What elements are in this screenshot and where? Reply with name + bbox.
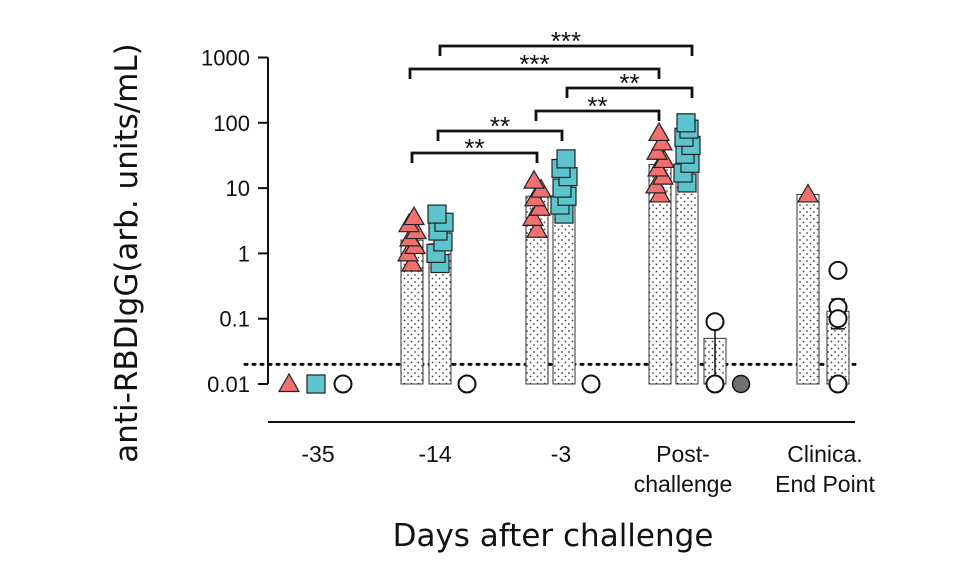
point-circle-4-2 bbox=[828, 309, 848, 329]
significance-label: ** bbox=[490, 111, 510, 141]
point-triangle-2-1 bbox=[521, 206, 545, 226]
point-circle-0-0 bbox=[333, 374, 353, 394]
point-square-2-6 bbox=[556, 149, 576, 169]
point-triangle-2-5 bbox=[522, 169, 546, 189]
y-tick-label: 0.1 bbox=[219, 307, 250, 332]
category-label: -14 bbox=[418, 441, 451, 467]
significance-label: *** bbox=[519, 49, 549, 79]
point-triangle-2-0 bbox=[525, 218, 549, 238]
category-label: Post- bbox=[656, 441, 710, 467]
point-circle-3-1 bbox=[705, 374, 725, 394]
point-triangle-4-0 bbox=[796, 183, 820, 203]
point-square-1-5 bbox=[427, 204, 447, 224]
significance-bracket-2: ** bbox=[565, 68, 694, 98]
significance-label: ** bbox=[619, 68, 639, 98]
significance-bracket-4: ** bbox=[436, 111, 564, 141]
y-tick-label: 10 bbox=[226, 176, 250, 201]
y-tick-label: 1 bbox=[238, 241, 250, 266]
y-axis-title: anti-RBDIgG(arb. units/mL) bbox=[109, 43, 145, 463]
point-circle-filled bbox=[731, 374, 751, 394]
point-circle-4-3 bbox=[828, 374, 848, 394]
y-tick-label: 1000 bbox=[201, 46, 250, 71]
significance-bracket-0: *** bbox=[438, 26, 694, 56]
category-label: challenge bbox=[634, 471, 732, 497]
category-label: Clinica. bbox=[787, 441, 862, 467]
y-tick-label: 0.01 bbox=[207, 372, 250, 397]
significance-label: *** bbox=[551, 26, 581, 56]
point-triangle-3-7 bbox=[647, 121, 671, 142]
point-square-0-0 bbox=[306, 374, 326, 394]
point-circle-1-0 bbox=[457, 374, 477, 394]
category-label: -3 bbox=[551, 441, 571, 467]
category-label: End Point bbox=[775, 471, 875, 497]
point-circle-4-0 bbox=[828, 260, 848, 280]
point-triangle-3-6 bbox=[650, 131, 674, 151]
significance-bracket-3: ** bbox=[534, 91, 661, 121]
point-circle-3-0 bbox=[705, 312, 725, 332]
point-square-3-7 bbox=[676, 113, 696, 133]
bar-triangle-4 bbox=[796, 193, 820, 385]
point-circle-2-0 bbox=[581, 374, 601, 394]
category-label: -35 bbox=[301, 441, 334, 467]
y-tick-label: 100 bbox=[213, 111, 250, 136]
x-axis-title: Days after challenge bbox=[393, 518, 714, 554]
significance-bracket-5: ** bbox=[410, 133, 539, 163]
point-triangle-1-0 bbox=[400, 252, 424, 272]
significance-label: ** bbox=[464, 133, 484, 163]
point-triangle-0-0 bbox=[277, 372, 301, 393]
significance-bracket-1: *** bbox=[408, 49, 661, 79]
significance-label: ** bbox=[587, 91, 607, 121]
point-triangle-1-6 bbox=[402, 205, 426, 226]
point-triangle-2-2 bbox=[528, 196, 552, 216]
